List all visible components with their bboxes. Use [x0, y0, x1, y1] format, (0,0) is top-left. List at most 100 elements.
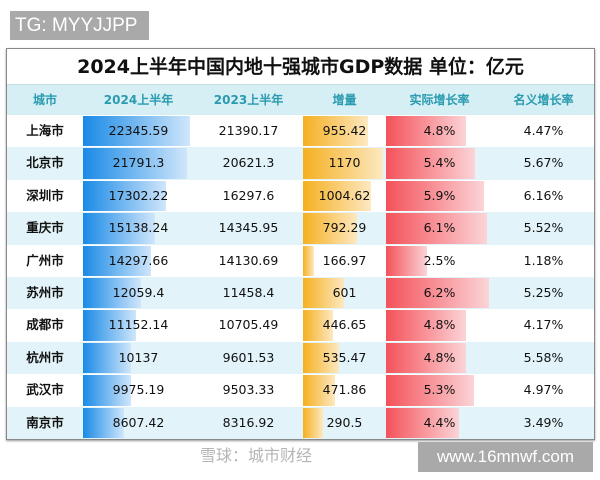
- table-row: 成都市 11152.14 10705.49 446.65 4.8% 4.17%: [7, 309, 594, 341]
- cell-gdp2024: 12059.4: [83, 277, 194, 309]
- cell-value: 8607.42: [112, 414, 165, 430]
- cell-increase: 1170: [303, 147, 386, 179]
- cell-value: 南京市: [26, 414, 64, 430]
- data-bar: [386, 310, 466, 341]
- cell-value: 武汉市: [26, 382, 64, 398]
- data-bar: [83, 277, 141, 309]
- table-row: 上海市 22345.59 21390.17 955.42 4.8% 4.47%: [7, 115, 594, 147]
- cell-value: 成都市: [26, 317, 64, 333]
- cell-gdp2024: 14297.66: [83, 245, 194, 277]
- cell-value: 4.8%: [423, 123, 456, 138]
- cell-value: 5.25%: [523, 284, 564, 300]
- data-bar: [386, 342, 466, 374]
- cell-nominal: 1.18%: [493, 245, 594, 277]
- data-bar: [303, 180, 372, 212]
- cell-value: 9503.33: [222, 382, 275, 398]
- cell-value: 杭州市: [26, 349, 64, 365]
- data-bar: [83, 213, 156, 244]
- cell-real: 5.3%: [386, 374, 493, 406]
- cell-value: 深圳市: [26, 187, 64, 203]
- watermark-overlay: 雪球：城市财经: [200, 446, 313, 465]
- cell-value: 601: [332, 284, 357, 300]
- cell-gdp2024: 15138.24: [83, 212, 194, 244]
- cell-value: 2.5%: [423, 252, 456, 268]
- column-header: 实际增长率: [409, 93, 470, 107]
- cell-nominal: 5.25%: [493, 277, 594, 309]
- cell-nominal: 4.97%: [493, 374, 594, 406]
- cell-value: 上海市: [26, 123, 64, 138]
- cell-real: 4.8%: [386, 115, 493, 147]
- cell-value: 21791.3: [112, 155, 165, 171]
- data-bar: [303, 375, 336, 406]
- cell-value: 广州市: [26, 252, 64, 268]
- cell-nominal: 4.17%: [493, 309, 594, 341]
- cell-value: 北京市: [26, 155, 64, 171]
- cell-gdp2023: 9503.33: [194, 374, 303, 406]
- cell-value: 14297.66: [108, 252, 169, 268]
- cell-gdp2024: 9975.19: [83, 374, 194, 406]
- cell-value: 955.42: [322, 123, 367, 138]
- cell-real: 6.2%: [386, 277, 493, 309]
- cell-city: 成都市: [7, 309, 83, 341]
- cell-value: 17302.22: [108, 187, 169, 203]
- data-bar: [386, 116, 466, 147]
- cell-value: 1004.62: [318, 187, 371, 203]
- data-bar: [83, 407, 125, 438]
- cell-gdp2024: 17302.22: [83, 180, 194, 212]
- data-bar: [386, 213, 488, 244]
- cell-value: 21390.17: [218, 123, 279, 138]
- cell-gdp2023: 20621.3: [194, 147, 303, 179]
- data-bar: [83, 342, 132, 374]
- cell-nominal: 4.47%: [493, 115, 594, 147]
- cell-value: 15138.24: [108, 220, 169, 236]
- cell-real: 4.4%: [386, 407, 493, 439]
- data-bar: [303, 245, 315, 276]
- cell-value: 4.47%: [523, 123, 564, 138]
- cell-value: 6.2%: [423, 284, 456, 300]
- table-row: 苏州市 12059.4 11458.4 601 6.2% 5.25%: [7, 276, 594, 310]
- cell-value: 22345.59: [108, 123, 169, 138]
- cell-gdp2024: 8607.42: [83, 407, 194, 439]
- cell-value: 9975.19: [112, 382, 165, 398]
- watermark-label: TG: MYYJJPP: [10, 11, 149, 40]
- cell-gdp2023: 14130.69: [194, 245, 303, 277]
- column-header: 城市: [32, 93, 57, 107]
- cell-real: 5.4%: [386, 147, 493, 179]
- cell-value: 11152.14: [108, 317, 169, 333]
- header-row: 城市 2024上半年 2023上半年 增量 实际增长率 名义增长率: [7, 85, 594, 115]
- cell-gdp2023: 14345.95: [194, 212, 303, 244]
- cell-city: 重庆市: [7, 212, 83, 244]
- cell-gdp2024: 22345.59: [83, 115, 194, 147]
- cell-value: 10705.49: [218, 317, 279, 333]
- cell-city: 苏州市: [7, 277, 83, 309]
- data-bar: [303, 342, 340, 374]
- table-row: 南京市 8607.42 8316.92 290.5 4.4% 3.49%: [7, 406, 594, 439]
- cell-value: 14130.69: [218, 252, 279, 268]
- data-bar: [83, 148, 187, 179]
- cell-value: 16297.6: [222, 187, 275, 203]
- cell-gdp2024: 21791.3: [83, 147, 194, 179]
- table-row: 广州市 14297.66 14130.69 166.97 2.5% 1.18%: [7, 245, 594, 277]
- table-row: 重庆市 15138.24 14345.95 792.29 6.1% 5.52%: [7, 212, 594, 245]
- cell-value: 6.16%: [523, 187, 564, 203]
- cell-increase: 1004.62: [303, 180, 386, 212]
- cell-value: 1170: [328, 155, 361, 171]
- data-bar: [83, 245, 152, 276]
- cell-gdp2023: 10705.49: [194, 309, 303, 341]
- cell-increase: 446.65: [303, 309, 386, 341]
- column-header: 名义增长率: [513, 93, 574, 107]
- table-title: 2024上半年中国内地十强城市GDP数据 单位：亿元: [7, 49, 594, 85]
- cell-real: 2.5%: [386, 245, 493, 277]
- table-row: 武汉市 9975.19 9503.33 471.86 5.3% 4.97%: [7, 374, 594, 406]
- data-bar: [303, 116, 369, 147]
- cell-value: 5.67%: [523, 155, 564, 171]
- cell-gdp2023: 8316.92: [194, 407, 303, 439]
- cell-value: 8316.92: [222, 414, 275, 430]
- cell-value: 4.97%: [523, 382, 564, 398]
- table-row: 深圳市 17302.22 16297.6 1004.62 5.9% 6.16%: [7, 180, 594, 212]
- cell-value: 535.47: [322, 349, 367, 365]
- cell-increase: 166.97: [303, 245, 386, 277]
- cell-city: 杭州市: [7, 342, 83, 374]
- cell-increase: 792.29: [303, 212, 386, 244]
- cell-value: 4.8%: [423, 317, 456, 333]
